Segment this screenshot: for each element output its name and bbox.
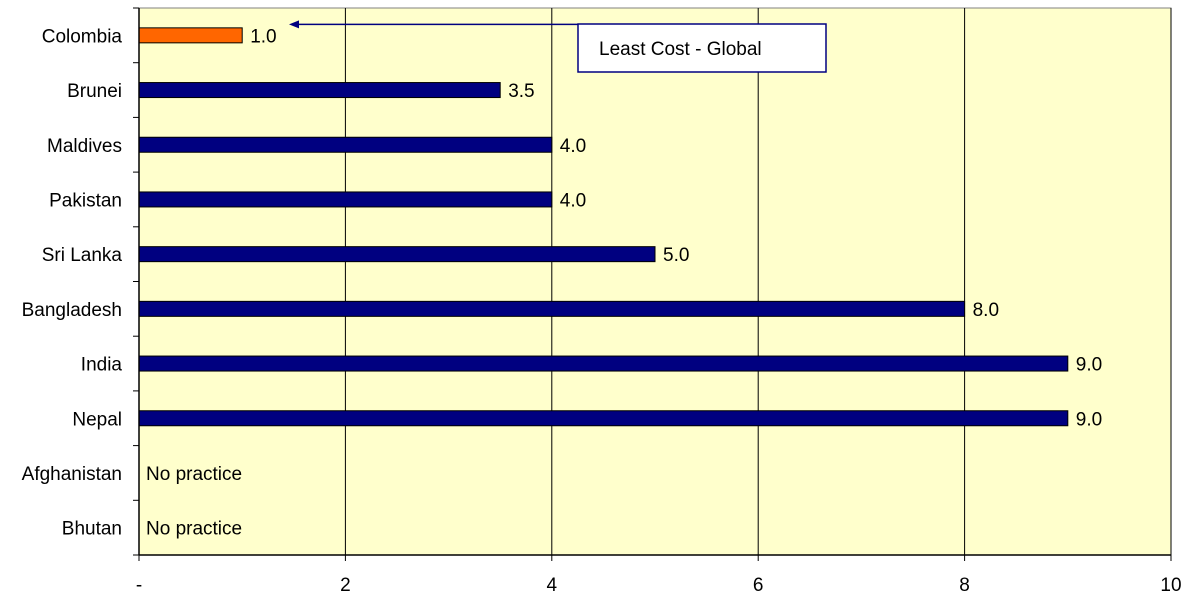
bar — [138, 355, 1069, 372]
value-label: 5.0 — [663, 245, 689, 266]
no-practice-label: No practice — [146, 519, 242, 540]
value-labels: 1.0 3.5 4.0 4.0 5.0 8.0 9.0 9.0 No practice No pr… — [146, 26, 1102, 539]
bars — [138, 27, 1069, 427]
x-tick-label: - — [136, 575, 142, 596]
x-tick-label: 6 — [753, 575, 764, 596]
annotation-text: Least Cost - Global — [599, 39, 762, 60]
gridlines — [344, 8, 1172, 555]
no-practice-label: No practice — [146, 464, 242, 485]
x-tick-label: 2 — [340, 575, 351, 596]
value-label: 9.0 — [1076, 409, 1102, 430]
value-label: 4.0 — [560, 190, 586, 211]
x-tick-labels: - 2 4 6 8 10 — [136, 575, 1182, 596]
annotation-box — [577, 23, 827, 73]
category-label: Brunei — [67, 81, 122, 102]
value-label: 1.0 — [250, 26, 276, 47]
category-label: Sri Lanka — [42, 245, 123, 266]
bar — [138, 27, 243, 44]
category-label: Bangladesh — [22, 300, 122, 321]
plot-area — [138, 7, 1172, 556]
category-label: Pakistan — [49, 190, 122, 211]
category-label: Maldives — [47, 136, 122, 157]
value-label: 8.0 — [973, 300, 999, 321]
x-tick-label: 8 — [959, 575, 970, 596]
value-label: 4.0 — [560, 136, 586, 157]
bar — [138, 410, 1069, 427]
value-label: 9.0 — [1076, 355, 1102, 376]
category-label: Afghanistan — [22, 464, 122, 485]
axes — [133, 7, 1172, 561]
bar — [138, 136, 553, 153]
bar — [138, 191, 553, 208]
value-label: 3.5 — [508, 81, 534, 102]
bar — [138, 246, 656, 263]
category-label: Nepal — [72, 409, 122, 430]
category-label: Colombia — [42, 26, 123, 47]
annotation: Least Cost - Global — [289, 20, 827, 73]
x-tick-label: 4 — [547, 575, 558, 596]
bar — [138, 82, 501, 99]
bar — [138, 300, 966, 317]
x-tick-label: 10 — [1160, 575, 1181, 596]
category-label: Bhutan — [62, 519, 122, 540]
category-label: India — [81, 355, 123, 376]
category-labels: Colombia Brunei Maldives Pakistan Sri Lanka B… — [22, 26, 123, 539]
annotation-arrowhead — [289, 20, 299, 29]
